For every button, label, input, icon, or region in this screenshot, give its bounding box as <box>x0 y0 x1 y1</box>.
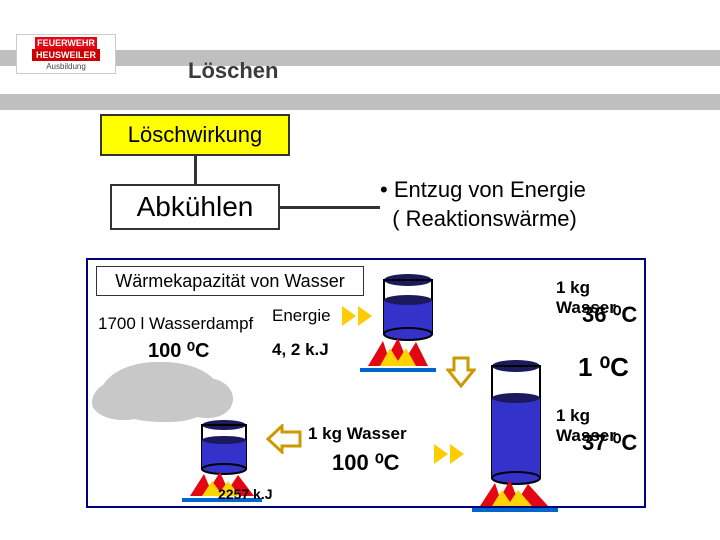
energie-label: Energie <box>272 306 331 326</box>
main-diagram-frame: Wärmekapazität von Wasser 1700 l Wasserd… <box>86 258 646 508</box>
arrow-chevron-4 <box>450 444 464 464</box>
temp-36: 36 ⁰C <box>582 302 637 328</box>
box-abkuehlen: Abkühlen <box>110 184 280 230</box>
connector-1 <box>194 156 197 184</box>
desc-line-1: • Entzug von Energie <box>380 176 586 205</box>
beaker-bottom <box>196 418 252 478</box>
steam-cloud-3 <box>178 378 233 418</box>
temp-37: 37 ⁰C <box>582 430 637 456</box>
logo-line2: HEUSWEILER <box>32 49 100 61</box>
arrow-chevron-2 <box>358 306 372 326</box>
flame-center <box>358 336 438 376</box>
arrow-chevron-1 <box>342 306 356 326</box>
flame-right <box>470 478 560 516</box>
arrow-chevron-3 <box>434 444 448 464</box>
beaker-center <box>378 272 438 344</box>
down-arrow-icon <box>446 356 476 388</box>
waermekapazitaet-box: Wärmekapazität von Wasser <box>96 266 364 296</box>
desc-line-2: ( Reaktionswärme) <box>380 205 586 234</box>
left-arrow-icon <box>266 424 302 454</box>
logo-badge: FEUERWEHR HEUSWEILER Ausbildung <box>16 34 116 74</box>
steam-cloud-2 <box>92 380 152 420</box>
page-title: Löschen <box>188 58 278 84</box>
temp-1c: 1 ⁰C <box>578 352 629 383</box>
beaker-right <box>486 358 546 488</box>
description: • Entzug von Energie ( Reaktionswärme) <box>380 176 586 233</box>
steam-temp: 100 ⁰C <box>148 338 209 363</box>
energy-value: 4, 2 k.J <box>272 340 329 360</box>
energy-2257: 2257 k.J <box>218 486 273 502</box>
grey-bar-2 <box>0 94 720 110</box>
bottom-wasser-label: 1 kg Wasser <box>308 424 407 444</box>
logo-line3: Ausbildung <box>46 62 86 71</box>
box-loeschwirkung: Löschwirkung <box>100 114 290 156</box>
connector-2 <box>280 206 380 209</box>
steam-label: 1700 l Wasserdampf <box>98 314 253 334</box>
bottom-temp: 100 ⁰C <box>332 450 400 476</box>
logo-line1: FEUERWEHR <box>35 37 97 49</box>
